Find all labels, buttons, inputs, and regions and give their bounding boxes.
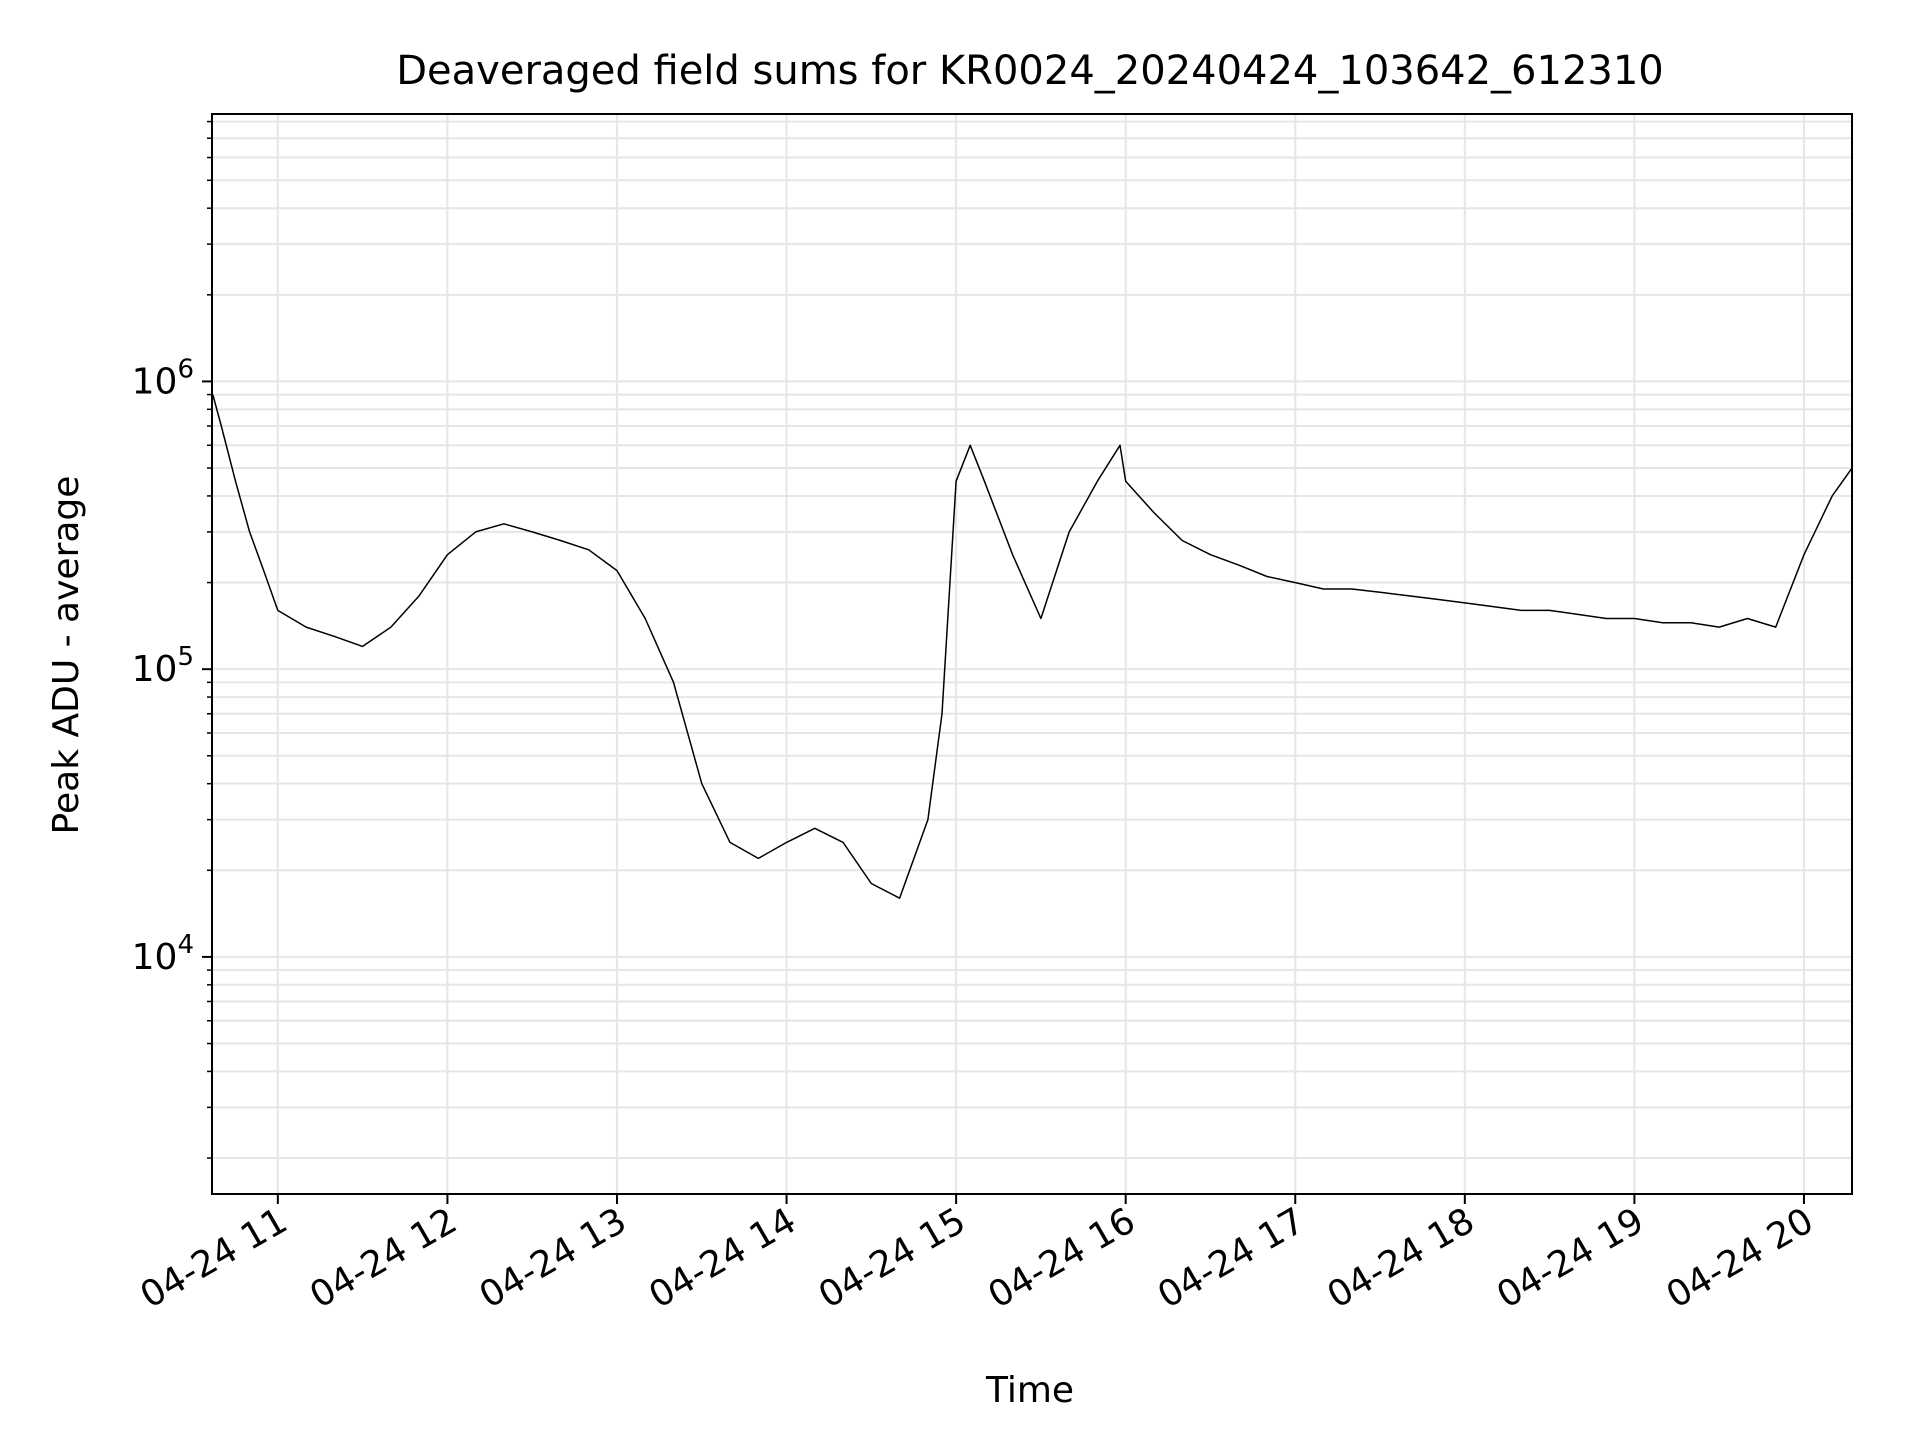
series-line (212, 394, 1853, 899)
y-axis-label: Peak ADU - average (46, 476, 87, 835)
y-tick-label: 105 (132, 642, 194, 690)
chart-title: Deaveraged field sums for KR0024_2024042… (396, 48, 1664, 94)
y-tick-label: 104 (132, 930, 194, 978)
grid (212, 114, 1852, 1194)
x-axis-label: Time (985, 1370, 1074, 1411)
series-layer (212, 394, 1853, 899)
plot-frame (211, 113, 1853, 1195)
y-axis: 104 105 106 (132, 120, 212, 1159)
y-tick-label: 106 (132, 354, 194, 402)
